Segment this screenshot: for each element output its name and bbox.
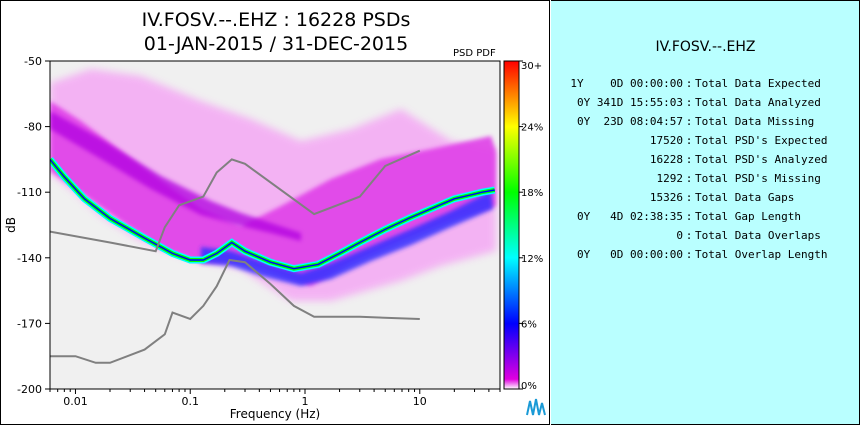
stat-value: 16228: [649, 153, 683, 166]
stats-title: IV.FOSV.--.EHZ: [655, 39, 756, 55]
stat-row: 0Y 341D 15:55:03: Total Data Analyzed: [561, 93, 827, 112]
x-tick-label: 10: [413, 395, 427, 408]
pdf-upper-band: [50, 111, 301, 241]
stat-label: Total Gap Length: [695, 210, 801, 223]
stats-panel: IV.FOSV.--.EHZ 1Y 0D 00:00:00: Total Data…: [551, 0, 860, 425]
psd-pdf-chart: 0.01 0.1 1 10 -50 -80 -110 -140 -170 -200 Freque…: [4, 55, 546, 421]
stat-label: Total Data Expected: [695, 77, 821, 90]
stat-value: 17520: [649, 134, 683, 147]
stat-separator: :: [685, 153, 693, 166]
psd-pdf-panel: IV.FOSV.--.EHZ : 16228 PSDs 01-JAN-2015 …: [0, 0, 550, 425]
stat-label: Total Data Overlaps: [695, 229, 821, 242]
panel-divider: [549, 0, 550, 425]
stat-value: 15326: [649, 191, 683, 204]
colorbar-tick-label: 0%: [521, 381, 537, 392]
plot-frame: [49, 60, 501, 390]
plot-title-line1: IV.FOSV.--.EHZ : 16228 PSDs: [141, 9, 411, 31]
colorbar-tick-label: 12%: [521, 254, 543, 265]
stat-row: 1Y 0D 00:00:00: Total Data Expected: [561, 74, 827, 93]
stat-value: 0: [676, 229, 683, 242]
nhnm-curve: [50, 149, 421, 253]
y-tick-label: -170: [17, 317, 42, 330]
stat-value: 0Y 4D 02:38:35: [577, 210, 683, 223]
logo-icon: [526, 398, 546, 416]
stat-separator: :: [685, 96, 693, 109]
stat-separator: :: [685, 210, 693, 223]
y-tick-label: -110: [17, 186, 42, 199]
stat-value: 1Y 0D 00:00:00: [570, 77, 683, 90]
x-tick-label: 0.01: [63, 395, 88, 408]
stat-value: 0Y 341D 15:55:03: [577, 96, 683, 109]
curve-layer: [50, 149, 496, 364]
colorbar-ticks: 0% 6% 12% 18% 24% 30+: [519, 60, 543, 392]
stat-separator: :: [685, 115, 693, 128]
colorbar: [503, 60, 520, 390]
stat-separator: :: [685, 229, 693, 242]
colorbar-title: PSD PDF: [453, 48, 496, 59]
colorbar-tick-label: 6%: [521, 319, 537, 330]
y-tick-label: -200: [17, 383, 42, 396]
colorbar-tick-label: 30+: [521, 61, 542, 72]
pdf-blue-band: [201, 191, 493, 286]
stat-value: 0Y 23D 08:04:57: [577, 115, 683, 128]
stat-label: Total PSD's Missing: [695, 172, 821, 185]
stat-row: 0Y 23D 08:04:57: Total Data Missing: [561, 112, 827, 131]
stat-separator: :: [685, 77, 693, 90]
pdf-core-magenta: [50, 101, 496, 286]
stat-value: 0Y 0D 00:00:00: [577, 248, 683, 261]
y-tick-label: -50: [24, 55, 42, 68]
y-axis: -50 -80 -110 -140 -170 -200: [17, 55, 50, 396]
plot-title-line2: 01-JAN-2015 / 31-DEC-2015: [143, 33, 409, 55]
stat-row: 0Y 0D 00:00:00: Total Overlap Length: [561, 245, 827, 264]
y-axis-label: dB: [4, 217, 18, 233]
stat-row: 15326: Total Data Gaps: [561, 188, 827, 207]
stat-label: Total Data Gaps: [695, 191, 795, 204]
y-tick-label: -140: [17, 252, 42, 265]
stat-label: Total Data Analyzed: [695, 96, 821, 109]
x-axis: 0.01 0.1 1 10: [49, 389, 501, 408]
stat-value: 1292: [656, 172, 684, 185]
x-axis-label: Frequency (Hz): [230, 407, 321, 421]
stats-table: 1Y 0D 00:00:00: Total Data Expected 0Y 341…: [561, 74, 827, 264]
colorbar-tick-label: 24%: [521, 123, 543, 134]
stat-separator: :: [685, 248, 693, 261]
stat-separator: :: [685, 172, 693, 185]
pdf-mode-core: [50, 158, 495, 270]
stat-separator: :: [685, 134, 693, 147]
stat-row: 1292: Total PSD's Missing: [561, 169, 827, 188]
stat-row: 0: Total Data Overlaps: [561, 226, 827, 245]
stat-label: Total Data Missing: [695, 115, 815, 128]
stat-row: 16228: Total PSD's Analyzed: [561, 150, 828, 169]
colorbar-tick-label: 18%: [521, 188, 543, 199]
stat-label: Total Overlap Length: [695, 248, 828, 261]
stat-label: Total PSD's Analyzed: [695, 153, 828, 166]
stat-label: Total PSD's Expected: [695, 134, 828, 147]
y-tick-label: -80: [24, 121, 42, 134]
nlnm-curve: [50, 258, 420, 364]
stat-separator: :: [685, 191, 693, 204]
stat-row: 17520: Total PSD's Expected: [561, 131, 828, 150]
stat-row: 0Y 4D 02:38:35: Total Gap Length: [561, 207, 827, 226]
x-tick-label: 0.1: [181, 395, 199, 408]
x-tick-label: 1: [302, 395, 309, 408]
